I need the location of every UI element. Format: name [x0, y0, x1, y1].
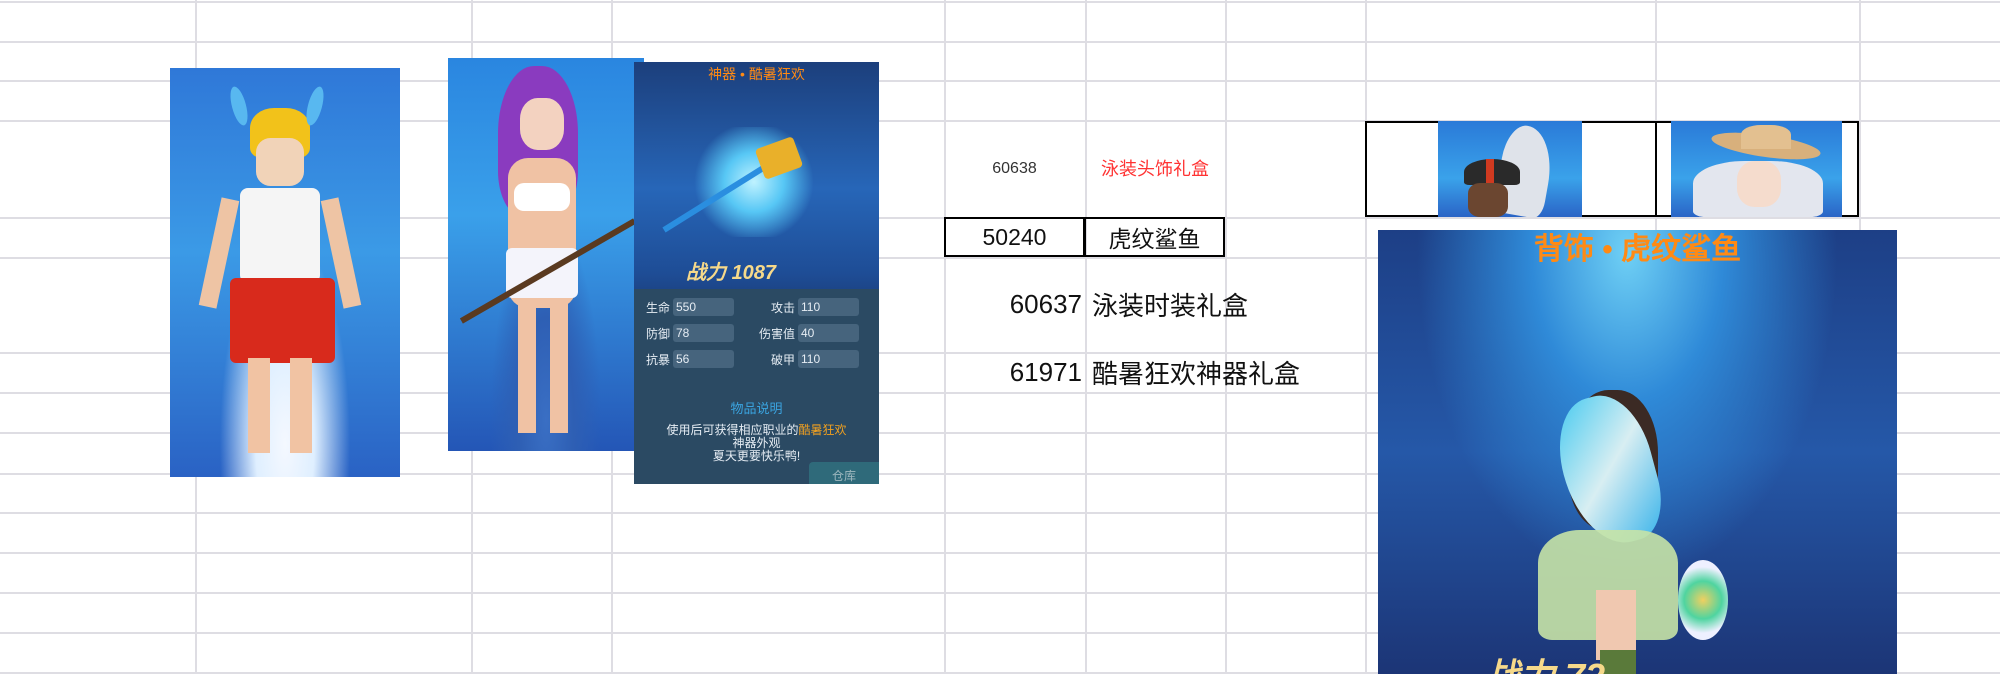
grid-row-line — [0, 432, 2000, 434]
grid-row-line — [0, 473, 2000, 475]
stat-value: 78 — [673, 324, 734, 342]
grid-column-line — [1365, 0, 1367, 674]
cell-name[interactable]: 酷暑狂欢神器礼盒 — [1092, 358, 1301, 389]
stat-value: 550 — [673, 298, 734, 316]
stat-label: 伤害值 — [759, 326, 796, 341]
back-accessory-image: 背饰 • 虎纹鲨鱼 战力 72 — [1378, 230, 1897, 674]
stat-defense: 防御 78 — [634, 324, 734, 342]
grid-column-line — [1225, 0, 1227, 674]
power-rating: 战力 1087 — [686, 256, 776, 285]
description-heading: 物品说明 — [730, 401, 783, 416]
power-label: 战力 — [1483, 656, 1555, 674]
grid-row-line — [0, 672, 2000, 674]
grid-row-line — [0, 592, 2000, 594]
cell-name[interactable]: 泳装头饰礼盒 — [1101, 158, 1209, 179]
stat-label: 生命 — [645, 300, 670, 315]
grid-column-line — [944, 0, 946, 674]
item-description: 使用后可获得相应职业的酷暑狂欢 神器外观 夏天更要快乐鸭! — [634, 424, 879, 463]
cell-name[interactable]: 泳装时装礼盒 — [1092, 291, 1249, 321]
power-value: 72 — [1565, 656, 1605, 674]
stat-damage: 伤害值 40 — [759, 324, 859, 342]
store-button[interactable]: 仓库 — [809, 462, 879, 484]
back-power-rating: 战力 72 — [1483, 648, 1605, 674]
desc-text: 神器外观 — [732, 436, 781, 450]
grid-row-line — [0, 632, 2000, 634]
stats-area — [634, 289, 879, 484]
cell-name[interactable]: 虎纹鲨鱼 — [1084, 217, 1225, 257]
stat-label: 防御 — [645, 326, 670, 341]
cell-id[interactable]: 60637 — [1009, 289, 1082, 319]
grid-row-line — [0, 352, 2000, 354]
grid-row-line — [0, 552, 2000, 554]
grid-row-line — [0, 80, 2000, 82]
desc-text: 夏天更要快乐鸭! — [712, 449, 801, 463]
stat-value: 40 — [798, 324, 859, 342]
grid-row-line — [0, 120, 2000, 122]
stat-value: 56 — [673, 350, 734, 368]
stat-value: 110 — [798, 298, 859, 316]
grid-row-line — [0, 1, 2000, 3]
cell-id[interactable]: 60638 — [992, 159, 1037, 177]
male-headwear-image — [1438, 121, 1582, 217]
desc-highlight: 酷暑狂欢 — [798, 423, 847, 437]
artifact-item-panel: 神器 • 酷暑狂欢 战力 1087 生命 550 攻击 110 防御 78 伤害值 40… — [634, 62, 879, 484]
grid-row-line — [0, 392, 2000, 394]
female-swimsuit-character-image — [448, 58, 644, 451]
grid-row-line — [0, 512, 2000, 514]
stat-crit-resist: 抗暴 56 — [634, 350, 734, 368]
stat-label: 抗暴 — [645, 352, 670, 367]
grid-row-line — [0, 41, 2000, 43]
back-accessory-title: 背饰 • 虎纹鲨鱼 — [1533, 233, 1742, 266]
stat-hp: 生命 550 — [634, 298, 734, 316]
stat-armor-pierce: 破甲 110 — [759, 350, 859, 368]
stat-label: 破甲 — [770, 352, 795, 367]
grid-row-line — [0, 257, 2000, 259]
desc-text: 使用后可获得相应职业的 — [666, 423, 799, 437]
male-swimsuit-character-image — [170, 68, 400, 477]
stat-label: 攻击 — [770, 300, 795, 315]
stat-attack: 攻击 110 — [759, 298, 859, 316]
panel-title: 神器 • 酷暑狂欢 — [708, 66, 805, 82]
power-label: 战力 — [686, 262, 726, 284]
cell-id[interactable]: 50240 — [944, 217, 1085, 257]
stat-value: 110 — [798, 350, 859, 368]
female-headwear-image — [1671, 121, 1842, 217]
grid-column-line — [1085, 0, 1087, 674]
shark-back-accessory-icon — [1546, 385, 1672, 555]
cell-id[interactable]: 61971 — [1009, 356, 1082, 387]
power-value: 1087 — [731, 262, 777, 284]
